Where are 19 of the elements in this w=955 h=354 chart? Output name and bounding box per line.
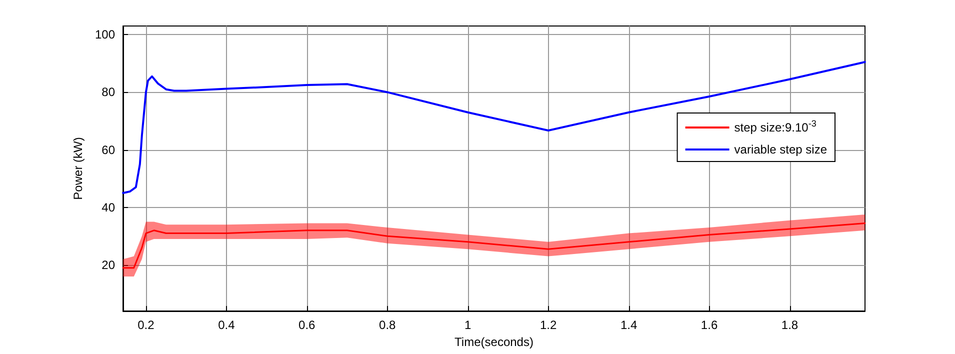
y-tick-label: 80 [102,85,116,100]
x-tick-label: 0.8 [379,318,396,332]
x-tick-label: 1.6 [700,318,718,332]
y-axis-title: Power (kW) [71,137,86,200]
line-series [122,222,866,269]
line-series [122,60,866,194]
x-tick-label: 1.2 [540,318,557,332]
x-tick-label: 0.4 [218,318,236,332]
y-tick-label: 40 [102,200,116,214]
x-tick-label: 1 [464,318,472,332]
x-axis-title: Time(seconds) [454,334,534,349]
y-tick-label: 100 [94,28,116,42]
x-tick-label: 1.8 [781,318,798,332]
y-tick-label: 60 [102,142,116,157]
x-tick-label: 1.4 [620,318,638,332]
x-tick-label: 0.2 [138,318,155,332]
y-tick-label: 20 [102,258,116,272]
x-tick-label: 0.6 [298,318,316,332]
legend-label: variable step size [734,142,828,156]
